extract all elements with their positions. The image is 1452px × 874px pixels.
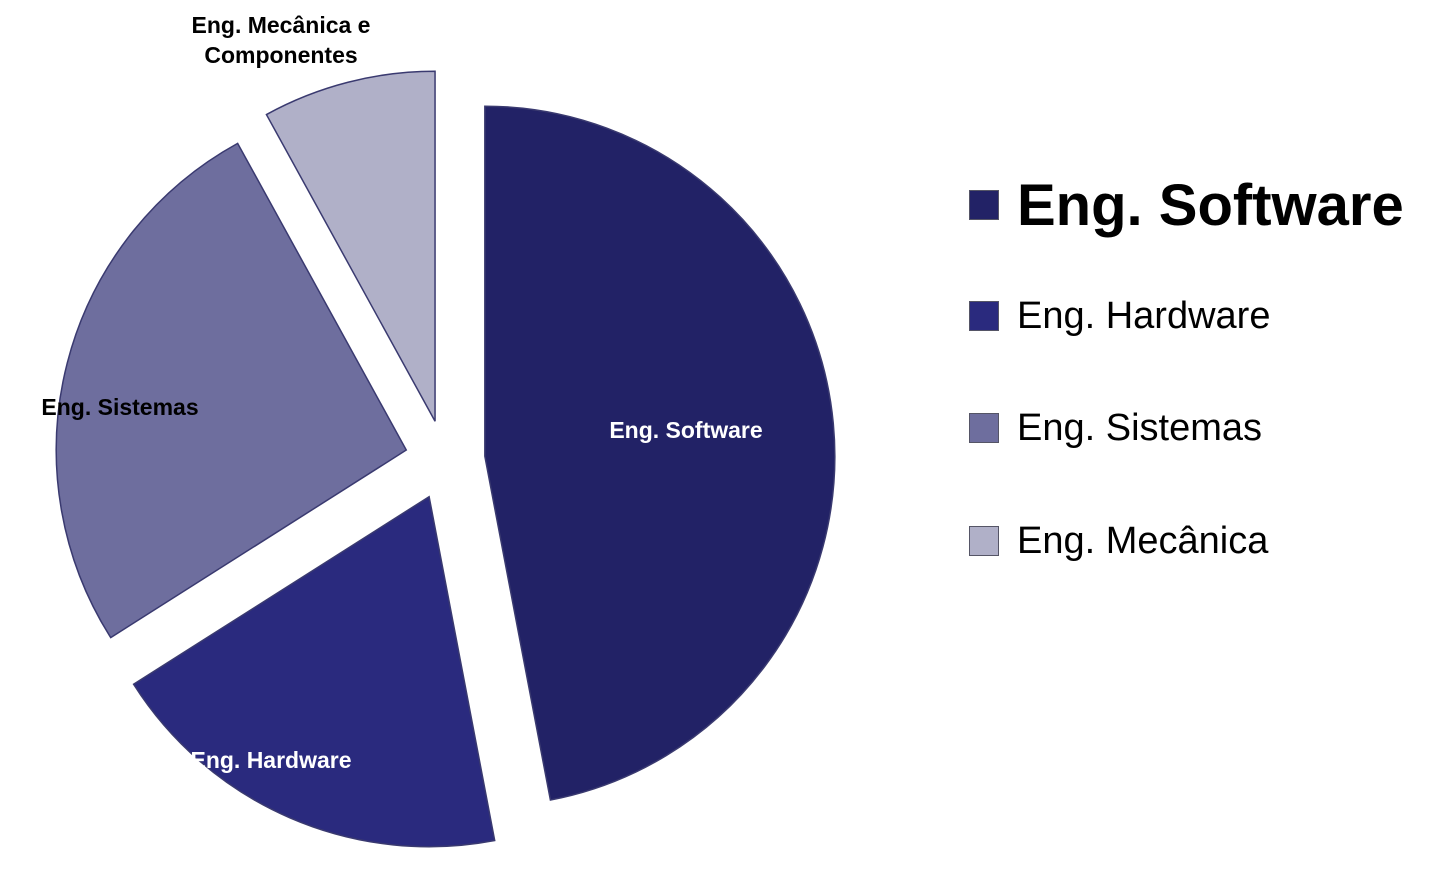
legend-swatch bbox=[969, 526, 999, 556]
legend-item: Eng. Hardware bbox=[969, 286, 1270, 346]
slice-label: Eng. Mecânica e Componentes bbox=[191, 12, 371, 68]
legend-item: Eng. Software bbox=[969, 173, 1404, 238]
legend-swatch bbox=[969, 190, 999, 220]
legend-item: Eng. Sistemas bbox=[969, 398, 1262, 458]
legend-swatch bbox=[969, 413, 999, 443]
slice-label: Eng. Hardware bbox=[190, 747, 352, 773]
pie-slice bbox=[55, 142, 408, 639]
pie-slice bbox=[265, 70, 436, 422]
slice-label: Eng. Sistemas bbox=[41, 394, 199, 420]
legend-label: Eng. Sistemas bbox=[1017, 406, 1262, 449]
legend-swatch bbox=[969, 301, 999, 331]
legend-item: Eng. Mecânica bbox=[969, 511, 1268, 571]
legend-label: Eng. Hardware bbox=[1017, 294, 1271, 337]
pie-slice bbox=[132, 495, 496, 848]
slice-label: Eng. Software bbox=[609, 417, 763, 443]
legend-label: Eng. Mecânica bbox=[1017, 519, 1269, 562]
legend-label: Eng. Software bbox=[1017, 172, 1404, 238]
pie-slice bbox=[484, 105, 836, 801]
